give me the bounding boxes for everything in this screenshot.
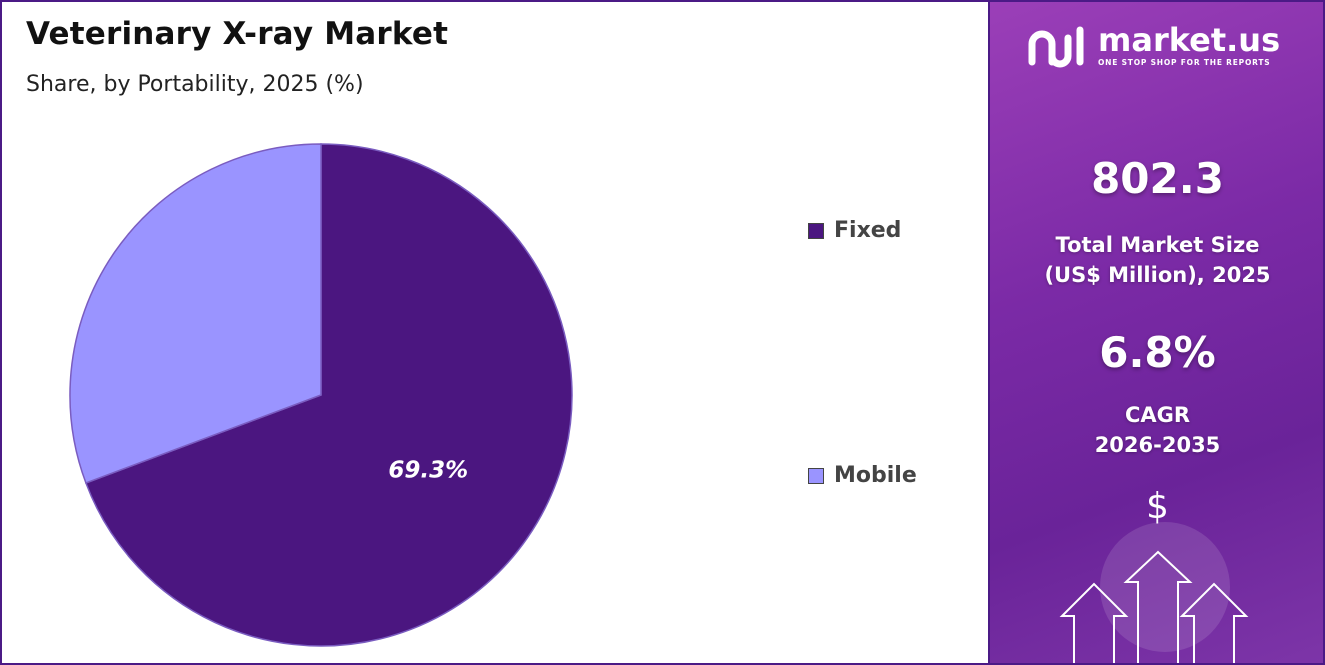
chart-title: Veterinary X-ray Market xyxy=(26,16,449,52)
market-size-label-line2: (US$ Million), 2025 xyxy=(1044,263,1271,287)
logo: market.us ONE STOP SHOP FOR THE REPORTS xyxy=(1026,22,1280,68)
legend-swatch-fixed xyxy=(808,222,824,239)
market-size-value: 802.3 xyxy=(1091,154,1224,203)
logo-name: market.us xyxy=(1098,20,1281,59)
legend-label-mobile: Mobile xyxy=(834,463,917,488)
legend-label-fixed: Fixed xyxy=(834,218,902,243)
legend-swatch-mobile xyxy=(808,467,824,484)
up-arrow-icon xyxy=(1123,550,1193,663)
legend-item-fixed: Fixed xyxy=(808,218,901,243)
logo-mark-icon xyxy=(1028,26,1084,68)
chart-subtitle: Share, by Portability, 2025 (%) xyxy=(26,72,364,97)
cagr-value: 6.8% xyxy=(1099,328,1216,377)
legend-item-mobile: Mobile xyxy=(808,463,917,488)
decorative-glow xyxy=(1100,522,1230,652)
dollar-icon: $ xyxy=(1146,486,1169,527)
pie-chart: 69.3% xyxy=(69,143,573,647)
logo-tagline: ONE STOP SHOP FOR THE REPORTS xyxy=(1098,57,1271,67)
cagr-label-line2: 2026-2035 xyxy=(1094,433,1221,457)
pie-slice-mobile xyxy=(69,143,322,484)
cagr-label-line1: CAGR xyxy=(1124,403,1191,427)
up-arrow-icon xyxy=(1179,582,1249,663)
up-arrow-icon xyxy=(1059,582,1129,663)
market-size-label-line1: Total Market Size xyxy=(1055,233,1260,257)
growth-arrows xyxy=(1059,550,1249,663)
pie-slice-fixed xyxy=(84,143,573,647)
data-label-fixed: 69.3% xyxy=(388,457,468,483)
side-panel: market.us ONE STOP SHOP FOR THE REPORTS … xyxy=(988,2,1323,663)
